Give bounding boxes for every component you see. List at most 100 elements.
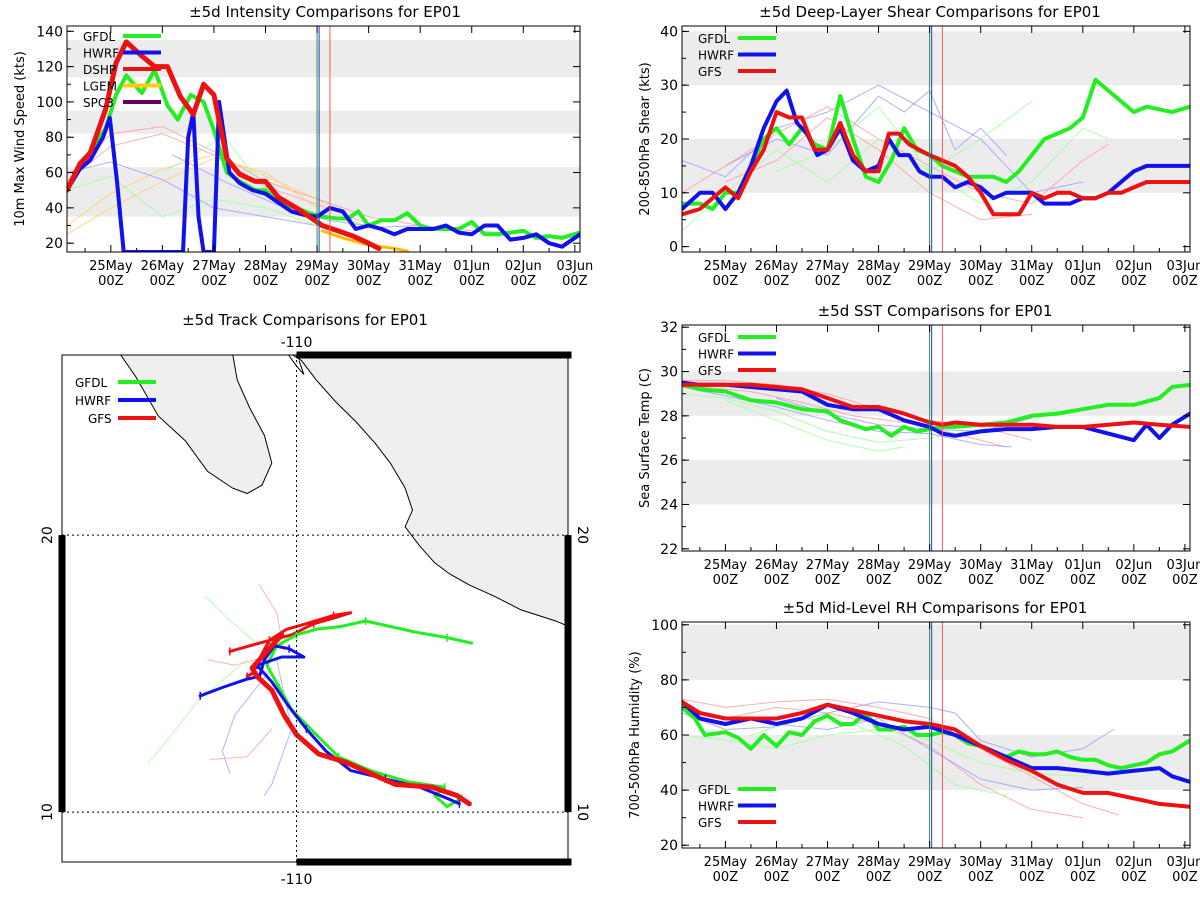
sst-xtick-label: 26May	[755, 558, 799, 573]
intensity-xtick-label: 00Z	[407, 274, 433, 289]
shear-xtick-label: 01Jun	[1064, 259, 1101, 274]
sst-grey-band	[682, 460, 1190, 505]
sst-xtick-label: 00Z	[917, 573, 943, 588]
rh-xtick-label: 28May	[857, 855, 901, 870]
sst-series-ens4	[724, 399, 905, 452]
intensity-frame	[66, 25, 581, 253]
sst-xtick-label: 00Z	[1070, 573, 1096, 588]
intensity-xtick-label: 25May	[89, 259, 133, 274]
shear-xtick-label: 28May	[857, 259, 901, 274]
shear-xtick-label: 26May	[755, 259, 799, 274]
shear-grey-band	[682, 139, 1190, 193]
shear-xtick-label: 00Z	[1070, 274, 1096, 289]
lat-label: 10	[40, 803, 56, 821]
intensity-xtick-label: 00Z	[459, 274, 485, 289]
intensity-legend-label: GFDL	[83, 30, 115, 44]
track-ens1	[147, 659, 248, 763]
track-observed	[249, 632, 472, 807]
shear-xtick-label: 03Jun	[1166, 259, 1200, 274]
rh-xtick-label: 00Z	[1019, 870, 1045, 885]
map-border-bottom	[296, 858, 572, 866]
intensity-xtick-label: 02Jun	[505, 259, 542, 274]
shear-xtick-label: 00Z	[968, 274, 994, 289]
rh-legend-label: GFDL	[698, 783, 730, 797]
rh-xtick-label: 00Z	[1121, 870, 1147, 885]
shear-xtick-label: 00Z	[917, 274, 943, 289]
rh-xtick-label: 00Z	[815, 870, 841, 885]
shear-xtick-label: 25May	[704, 259, 748, 274]
intensity-ytick-label: 120	[36, 60, 63, 76]
shear-ytick-label: 40	[660, 24, 678, 40]
track-legend-label: HWRF	[75, 394, 111, 408]
rh-legend-label: GFS	[698, 816, 722, 830]
intensity-xtick-label: 00Z	[201, 274, 227, 289]
sst-ytick-label: 32	[660, 320, 678, 336]
shear-series-ens2	[724, 90, 1007, 167]
intensity-legend-label: HWRF	[83, 47, 119, 61]
rh-ytick-label: 60	[660, 728, 678, 744]
shear-xtick-label: 00Z	[815, 274, 841, 289]
intensity-title: ±5d Intensity Comparisons for EP01	[189, 3, 461, 21]
intensity-xtick-label: 03Jun	[556, 259, 593, 274]
shear-legend-label: GFDL	[698, 32, 730, 46]
track-legend-label: GFS	[88, 412, 112, 426]
sst-xtick-label: 25May	[704, 558, 748, 573]
intensity-chart: ±5d Intensity Comparisons for EP01 20 40 6…	[13, 3, 593, 289]
rh-xtick-label: 00Z	[764, 870, 790, 885]
shear-xtick-label: 27May	[806, 259, 850, 274]
rh-xtick-label: 30May	[959, 855, 1003, 870]
track-legend-label: GFDL	[75, 376, 107, 390]
shear-grey-band	[682, 31, 1190, 86]
sst-ylabel: Sea Surface Temp (C)	[638, 368, 653, 508]
sst-xtick-label: 28May	[857, 558, 901, 573]
lon-label: -110	[281, 335, 313, 351]
intensity-series-dshp	[67, 39, 382, 251]
rh-xtick-label: 31May	[1010, 855, 1054, 870]
rh-xtick-label: 01Jun	[1064, 855, 1101, 870]
sst-xtick-label: 03Jun	[1166, 558, 1200, 573]
map-border-top	[296, 351, 572, 359]
shear-ytick-label: 10	[660, 186, 678, 202]
sst-ytick-label: 22	[660, 542, 678, 558]
rh-xtick-label: 00Z	[1172, 870, 1198, 885]
intensity-series-ens7	[67, 175, 318, 226]
track-title: ±5d Track Comparisons for EP01	[182, 311, 428, 329]
baja-landmass	[120, 355, 273, 495]
rh-xtick-label: 00Z	[917, 870, 943, 885]
rh-xtick-label: 00Z	[713, 870, 739, 885]
intensity-legend-label: LGEM	[83, 80, 117, 94]
sst-xtick-label: 00Z	[1121, 573, 1147, 588]
intensity-ytick-label: 140	[36, 24, 63, 40]
intensity-xtick-label: 28May	[244, 259, 288, 274]
sst-xtick-label: 00Z	[1172, 573, 1198, 588]
intensity-ytick-label: 80	[45, 130, 63, 146]
shear-series-gfs	[682, 110, 1190, 217]
rh-ytick-label: 20	[660, 838, 678, 854]
intensity-grey-band	[67, 167, 580, 217]
sst-xtick-label: 00Z	[815, 573, 841, 588]
intensity-xtick-label: 00Z	[562, 274, 588, 289]
intensity-plot-area	[67, 39, 580, 252]
shear-xtick-label: 02Jun	[1115, 259, 1152, 274]
shear-xtick-label: 00Z	[1121, 274, 1147, 289]
sst-xtick-label: 00Z	[764, 573, 790, 588]
rh-chart: ±5d Mid-Level RH Comparisons for EP01 20…	[628, 599, 1200, 885]
shear-title: ±5d Deep-Layer Shear Comparisons for EP0…	[759, 3, 1101, 21]
intensity-ylabel: 10m Max Wind Speed (kts)	[13, 51, 28, 227]
intensity-ytick-label: 20	[45, 236, 63, 252]
intensity-ytick-label: 60	[45, 166, 63, 182]
lat-label: 10	[574, 803, 590, 821]
rh-title: ±5d Mid-Level RH Comparisons for EP01	[783, 599, 1088, 617]
sst-xtick-label: 00Z	[713, 573, 739, 588]
sst-series-hwrf	[682, 380, 1190, 443]
intensity-xtick-label: 00Z	[356, 274, 382, 289]
sst-ytick-label: 28	[660, 409, 678, 425]
intensity-xtick-label: 00Z	[150, 274, 176, 289]
sst-legend-label: HWRF	[698, 348, 734, 362]
sst-xtick-label: 30May	[959, 558, 1003, 573]
shear-xtick-label: 29May	[908, 259, 952, 274]
intensity-xtick-label: 29May	[295, 259, 339, 274]
rh-xtick-label: 00Z	[866, 870, 892, 885]
track-ens3	[221, 667, 273, 774]
